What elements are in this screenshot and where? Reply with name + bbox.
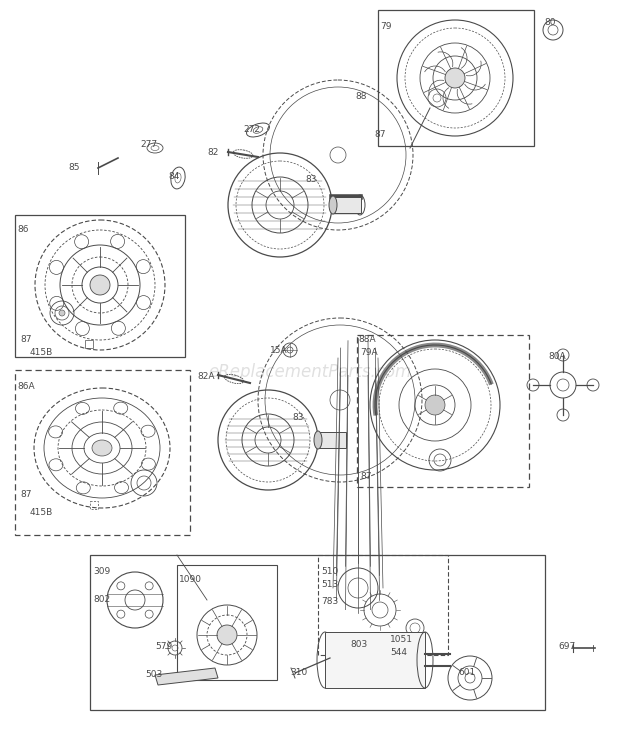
Text: 601: 601 (458, 668, 476, 677)
Text: 415B: 415B (30, 348, 53, 357)
Text: 88A: 88A (358, 335, 376, 344)
Bar (357, 335, 529, 487)
Text: 272: 272 (243, 125, 260, 134)
Text: 85: 85 (68, 163, 79, 172)
Bar (90, 501, 98, 509)
Bar (15, 215, 185, 357)
Text: 80A: 80A (548, 352, 565, 361)
Ellipse shape (92, 440, 112, 456)
Text: 544: 544 (390, 648, 407, 657)
Text: 513: 513 (321, 580, 339, 589)
Text: 82: 82 (207, 148, 218, 157)
Circle shape (59, 310, 65, 316)
Text: 802: 802 (93, 595, 110, 604)
Ellipse shape (314, 431, 322, 449)
Text: 86A: 86A (17, 382, 35, 391)
Text: 1051: 1051 (390, 635, 413, 644)
Text: 277: 277 (140, 140, 157, 149)
Bar (15, 370, 190, 535)
Text: 310: 310 (290, 668, 308, 677)
Text: 87: 87 (360, 472, 371, 481)
Text: 80: 80 (544, 18, 556, 27)
Text: 82A: 82A (197, 372, 215, 381)
Text: 83: 83 (305, 175, 316, 184)
Circle shape (90, 275, 110, 295)
Bar (318, 432, 346, 448)
Text: 79A: 79A (360, 348, 378, 357)
Ellipse shape (329, 196, 337, 214)
Polygon shape (155, 668, 218, 685)
Text: 15A: 15A (270, 346, 288, 355)
Text: 510: 510 (321, 567, 339, 576)
Bar (85, 340, 93, 348)
Text: 79: 79 (380, 22, 391, 31)
Text: 87: 87 (374, 130, 386, 139)
Bar (378, 10, 534, 146)
Text: 503: 503 (145, 670, 162, 679)
Text: 697: 697 (558, 642, 575, 651)
Text: 309: 309 (93, 567, 110, 576)
Text: 579: 579 (155, 642, 172, 651)
Text: 87: 87 (20, 335, 32, 344)
Circle shape (425, 395, 445, 415)
Text: 83: 83 (292, 413, 304, 422)
Text: 86: 86 (17, 225, 29, 234)
Bar (333, 197, 361, 213)
Text: eReplacementParts.com: eReplacementParts.com (208, 363, 412, 381)
Circle shape (445, 68, 465, 88)
Bar (177, 565, 277, 680)
Bar (90, 555, 545, 710)
Text: 415B: 415B (30, 508, 53, 517)
Bar (325, 632, 425, 688)
Circle shape (217, 625, 237, 645)
Text: 1090: 1090 (179, 575, 202, 584)
Text: 84: 84 (168, 172, 179, 181)
Text: 783: 783 (321, 597, 339, 606)
Bar (318, 555, 448, 655)
Text: 803: 803 (350, 640, 367, 649)
Text: 88: 88 (355, 92, 366, 101)
Text: 87: 87 (20, 490, 32, 499)
